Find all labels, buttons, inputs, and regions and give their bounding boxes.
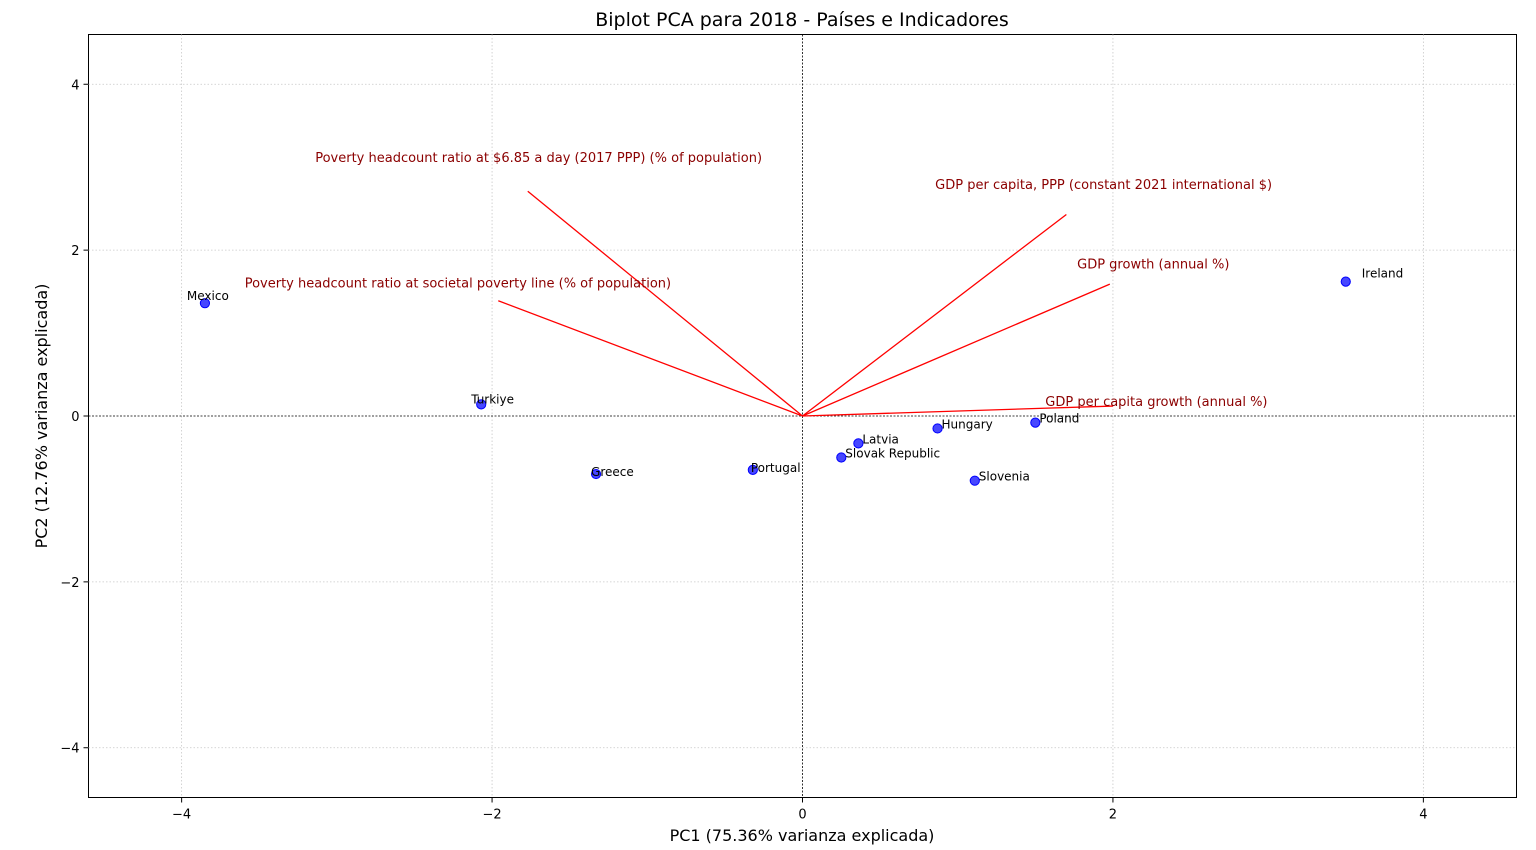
loading-label: Poverty headcount ratio at $6.85 a day (… xyxy=(315,151,762,166)
country-label: Greece xyxy=(591,465,634,479)
country-label: Slovenia xyxy=(979,470,1030,484)
axis-ticks: −4 −2 0 2 4 −4 −2 0 2 4 xyxy=(60,78,1427,822)
loading-vectors: Poverty headcount ratio at $6.85 a day (… xyxy=(245,151,1272,417)
country-label: Hungary xyxy=(942,417,993,431)
country-label: Slovak Republic xyxy=(845,446,940,460)
country-point xyxy=(1340,276,1351,287)
y-tick-label: −4 xyxy=(60,742,79,757)
loading-label: Poverty headcount ratio at societal pove… xyxy=(245,276,671,291)
country-label: Ireland xyxy=(1362,267,1404,281)
loading-vector xyxy=(802,405,1113,417)
loading-vector xyxy=(527,190,803,417)
country-label: Latvia xyxy=(862,432,899,446)
country-point xyxy=(969,475,980,486)
country-label: Portugal xyxy=(751,461,801,475)
country-point xyxy=(932,423,943,434)
x-tick-label: 2 xyxy=(1109,808,1117,823)
country-point xyxy=(199,298,211,309)
country-points: Ireland Mexico Turkiye Greece Portugal Slovak… xyxy=(187,267,1403,486)
x-tick-label: −2 xyxy=(482,808,501,823)
country-point xyxy=(836,452,847,463)
x-tick-label: 0 xyxy=(798,808,806,823)
loading-vector xyxy=(802,213,1067,417)
y-tick-label: 0 xyxy=(71,410,79,425)
x-tick-label: −4 xyxy=(172,808,191,823)
country-label: Poland xyxy=(1039,412,1079,426)
chart-title: Biplot PCA para 2018 - Países e Indicado… xyxy=(595,9,1009,31)
country-point xyxy=(853,438,864,449)
country-point xyxy=(747,464,758,476)
x-axis-title: PC1 (75.36% varianza explicada) xyxy=(670,826,935,845)
country-point xyxy=(590,468,602,480)
y-tick-label: −2 xyxy=(60,576,79,591)
country-label: Turkiye xyxy=(470,392,514,406)
y-axis-title: PC2 (12.76% varianza explicada) xyxy=(32,284,51,549)
country-label: Mexico xyxy=(187,289,229,303)
y-tick-label: 2 xyxy=(71,244,79,259)
loading-vector xyxy=(498,300,803,417)
y-tick-label: 4 xyxy=(71,78,79,93)
x-tick-label: 4 xyxy=(1419,808,1427,823)
loading-label: GDP per capita growth (annual %) xyxy=(1045,395,1267,410)
loading-label: GDP growth (annual %) xyxy=(1077,257,1229,272)
country-point xyxy=(476,399,487,410)
loading-vector xyxy=(802,283,1111,417)
country-point xyxy=(1030,417,1041,428)
loading-label: GDP per capita, PPP (constant 2021 inter… xyxy=(935,178,1272,193)
